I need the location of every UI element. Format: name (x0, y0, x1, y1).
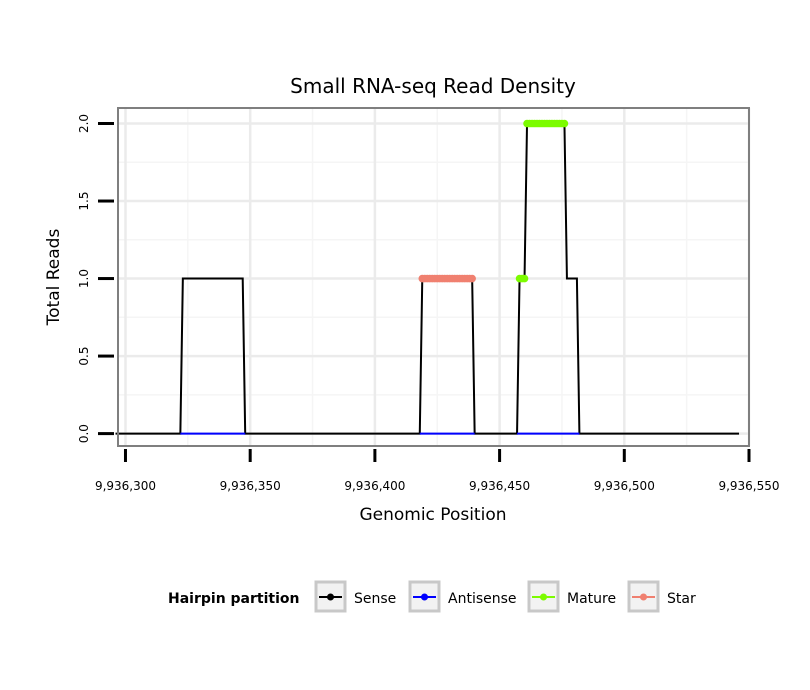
x-tick-label: 9,936,400 (344, 479, 405, 493)
legend-point-mature (540, 593, 547, 601)
legend-label-star: Star (667, 591, 696, 607)
y-tick-label: 1.0 (77, 269, 91, 288)
chart-title: Small RNA-seq Read Density (290, 74, 576, 98)
mature-point (520, 274, 529, 283)
series-layer (115, 119, 740, 435)
legend-point-star (640, 593, 647, 601)
y-tick-label: 2.0 (77, 114, 91, 133)
x-axis-title: Genomic Position (359, 505, 506, 525)
x-tick-label: 9,936,350 (220, 479, 281, 493)
star-point (468, 274, 476, 283)
y-tick-label: 0.5 (77, 347, 91, 366)
plot-panel-border (117, 107, 750, 447)
legend-label-sense: Sense (354, 591, 396, 607)
legend-label-mature: Mature (567, 591, 616, 607)
legend-label-antisense: Antisense (448, 591, 517, 607)
y-axis-title: Total Reads (44, 229, 64, 327)
legend: Hairpin partition Sense Antisense Mature St… (168, 580, 696, 613)
x-tick-label: 9,936,550 (718, 479, 779, 493)
x-tick-label: 9,936,300 (95, 479, 156, 493)
mature-point (560, 119, 569, 128)
sense-series-line (115, 122, 740, 435)
x-axis: 9,936,300 9,936,350 9,936,400 9,936,450 9,93… (95, 449, 780, 493)
y-axis: 0.0 0.5 1.0 1.5 2.0 (77, 114, 114, 443)
x-tick-label: 9,936,500 (594, 479, 655, 493)
x-tick-label: 9,936,450 (469, 479, 530, 493)
legend-point-antisense (421, 593, 428, 601)
y-tick-label: 1.5 (77, 191, 91, 210)
legend-title: Hairpin partition (168, 591, 299, 607)
y-tick-label: 0.0 (77, 424, 91, 443)
legend-point-sense (327, 593, 334, 601)
